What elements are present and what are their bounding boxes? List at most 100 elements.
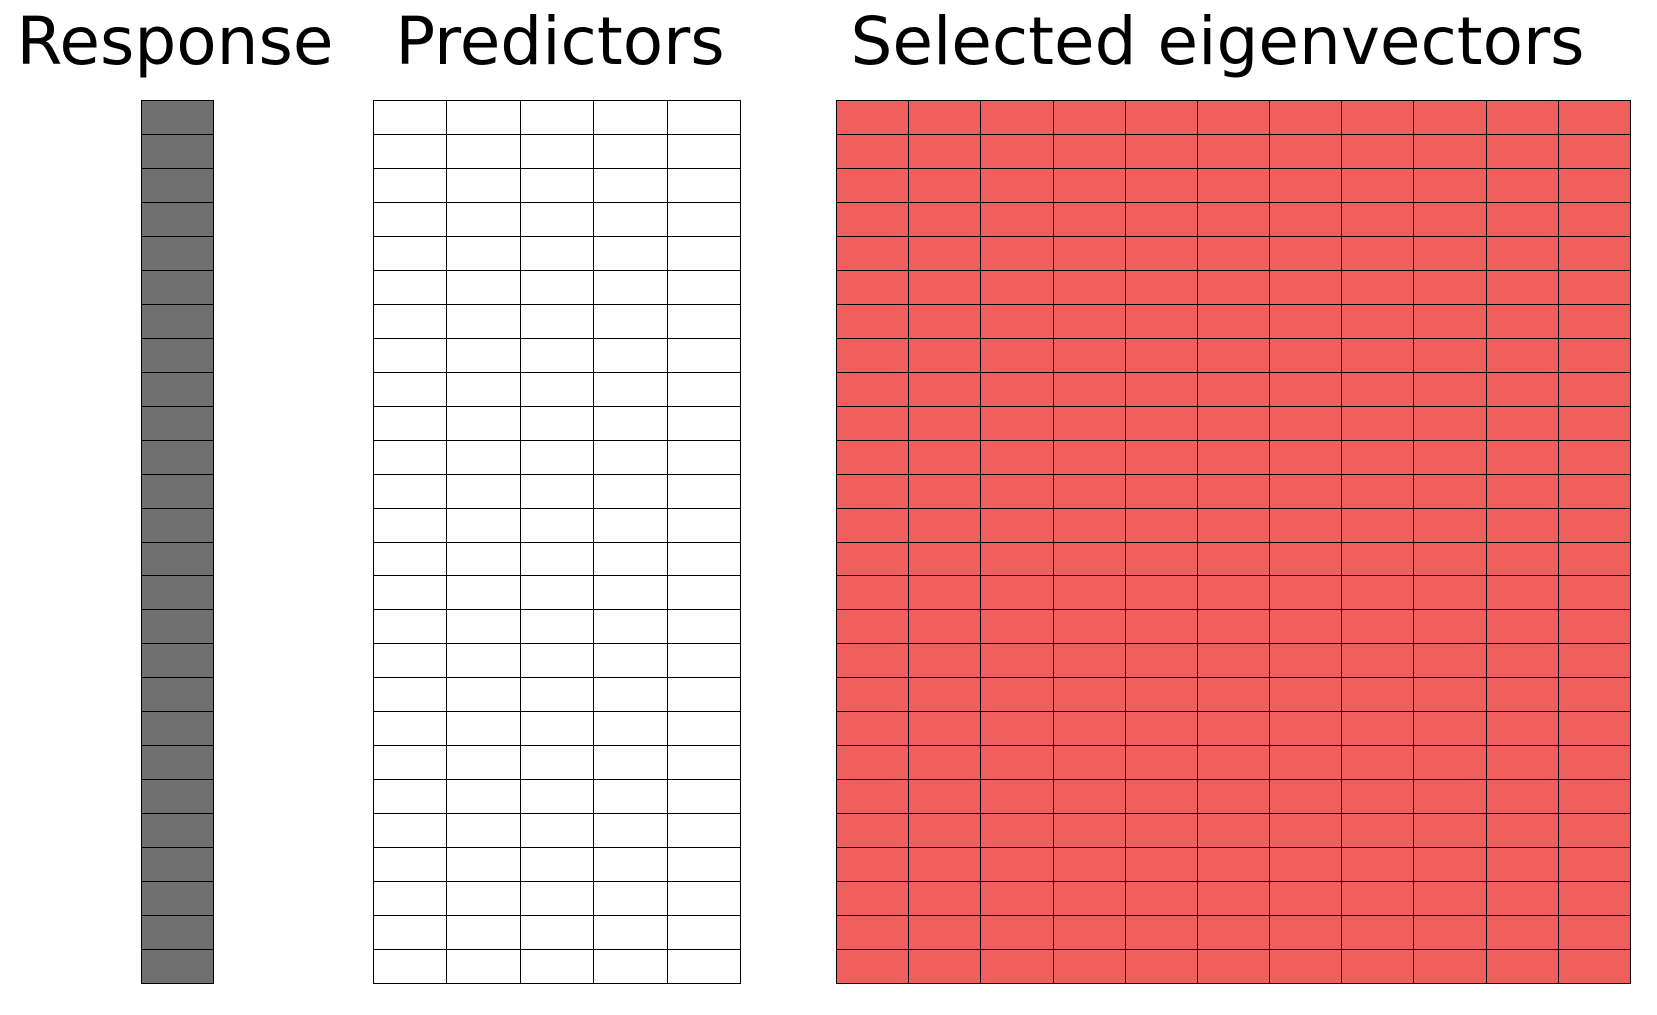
matrix-cell <box>667 576 741 611</box>
matrix-cell <box>667 134 741 169</box>
matrix-cell <box>1558 746 1631 781</box>
matrix-cell <box>142 950 214 984</box>
matrix-cell <box>447 236 521 271</box>
matrix-cell <box>1197 610 1271 645</box>
matrix-cell <box>1342 101 1415 135</box>
matrix-cell <box>1270 270 1343 305</box>
matrix-cell <box>1270 678 1343 713</box>
matrix-cell <box>981 746 1054 781</box>
matrix-cell <box>837 236 910 271</box>
matrix-cell <box>594 236 668 271</box>
matrix-cell <box>667 542 741 577</box>
matrix-cell <box>594 372 668 407</box>
matrix-cell <box>594 814 668 849</box>
matrix-cell <box>1558 610 1631 645</box>
matrix-cell <box>1270 134 1343 169</box>
eigenvectors-title: Selected eigenvectors <box>850 3 1585 80</box>
matrix-cell <box>1053 101 1126 135</box>
matrix-cell <box>1197 270 1271 305</box>
matrix-cell <box>1270 576 1343 611</box>
matrix-cell <box>981 440 1054 475</box>
matrix-cell <box>1558 848 1631 883</box>
matrix-cell <box>520 610 595 645</box>
matrix-cell <box>909 508 982 543</box>
matrix-cell <box>909 134 982 169</box>
matrix-cell <box>520 134 595 169</box>
matrix-cell <box>142 848 214 883</box>
matrix-cell <box>1414 712 1487 747</box>
matrix-cell <box>1125 338 1198 373</box>
matrix-cell <box>447 270 521 305</box>
matrix-cell <box>981 236 1054 271</box>
matrix-cell <box>1270 508 1343 543</box>
matrix-cell <box>447 814 521 849</box>
matrix-cell <box>1486 440 1559 475</box>
matrix-cell <box>837 338 910 373</box>
matrix-cell <box>1486 101 1559 135</box>
matrix-cell <box>1558 576 1631 611</box>
matrix-cell <box>667 474 741 509</box>
matrix-cell <box>1125 304 1198 339</box>
matrix-cell <box>1125 712 1198 747</box>
matrix-cell <box>1125 678 1198 713</box>
matrix-cell <box>1125 372 1198 407</box>
matrix-cell <box>1053 440 1126 475</box>
matrix-cell <box>667 644 741 679</box>
matrix-cell <box>1414 950 1487 984</box>
matrix-cell <box>1197 814 1271 849</box>
matrix-cell <box>1414 474 1487 509</box>
matrix-cell <box>837 848 910 883</box>
matrix-cell <box>981 678 1054 713</box>
matrix-cell <box>1558 950 1631 984</box>
matrix-cell <box>1270 882 1343 917</box>
matrix-cell <box>447 406 521 441</box>
matrix-cell <box>1414 168 1487 203</box>
matrix-cell <box>1197 712 1271 747</box>
matrix-cell <box>837 950 910 984</box>
matrix-cell <box>142 916 214 951</box>
matrix-cell <box>1053 134 1126 169</box>
matrix-cell <box>1414 134 1487 169</box>
matrix-cell <box>1558 542 1631 577</box>
matrix-cell <box>1270 848 1343 883</box>
matrix-cell <box>837 304 910 339</box>
matrix-cell <box>1558 814 1631 849</box>
matrix-cell <box>142 372 214 407</box>
matrix-cell <box>1414 678 1487 713</box>
matrix-cell <box>142 406 214 441</box>
matrix-cell <box>447 950 521 984</box>
matrix-cell <box>1270 916 1343 951</box>
matrix-cell <box>1342 610 1415 645</box>
matrix-cell <box>667 508 741 543</box>
matrix-cell <box>1414 814 1487 849</box>
matrix-cell <box>594 338 668 373</box>
matrix-cell <box>1197 406 1271 441</box>
matrix-cell <box>909 644 982 679</box>
matrix-cell <box>667 746 741 781</box>
matrix-cell <box>1342 304 1415 339</box>
matrix-cell <box>1342 168 1415 203</box>
matrix-cell <box>374 542 448 577</box>
matrix-cell <box>1053 916 1126 951</box>
matrix-cell <box>909 338 982 373</box>
matrix-cell <box>909 780 982 815</box>
matrix-cell <box>520 644 595 679</box>
matrix-cell <box>837 882 910 917</box>
matrix-cell <box>1486 508 1559 543</box>
matrix-cell <box>374 134 448 169</box>
matrix-cell <box>374 882 448 917</box>
matrix-cell <box>909 950 982 984</box>
matrix-cell <box>1270 236 1343 271</box>
matrix-cell <box>374 236 448 271</box>
matrix-cell <box>1197 304 1271 339</box>
matrix-cell <box>374 916 448 951</box>
matrix-cell <box>142 746 214 781</box>
matrix-cell <box>447 338 521 373</box>
matrix-cell <box>837 644 910 679</box>
matrix-cell <box>520 950 595 984</box>
matrix-cell <box>909 406 982 441</box>
matrix-cell <box>594 576 668 611</box>
matrix-cell <box>447 101 521 135</box>
matrix-cell <box>1342 440 1415 475</box>
matrix-cell <box>1270 950 1343 984</box>
